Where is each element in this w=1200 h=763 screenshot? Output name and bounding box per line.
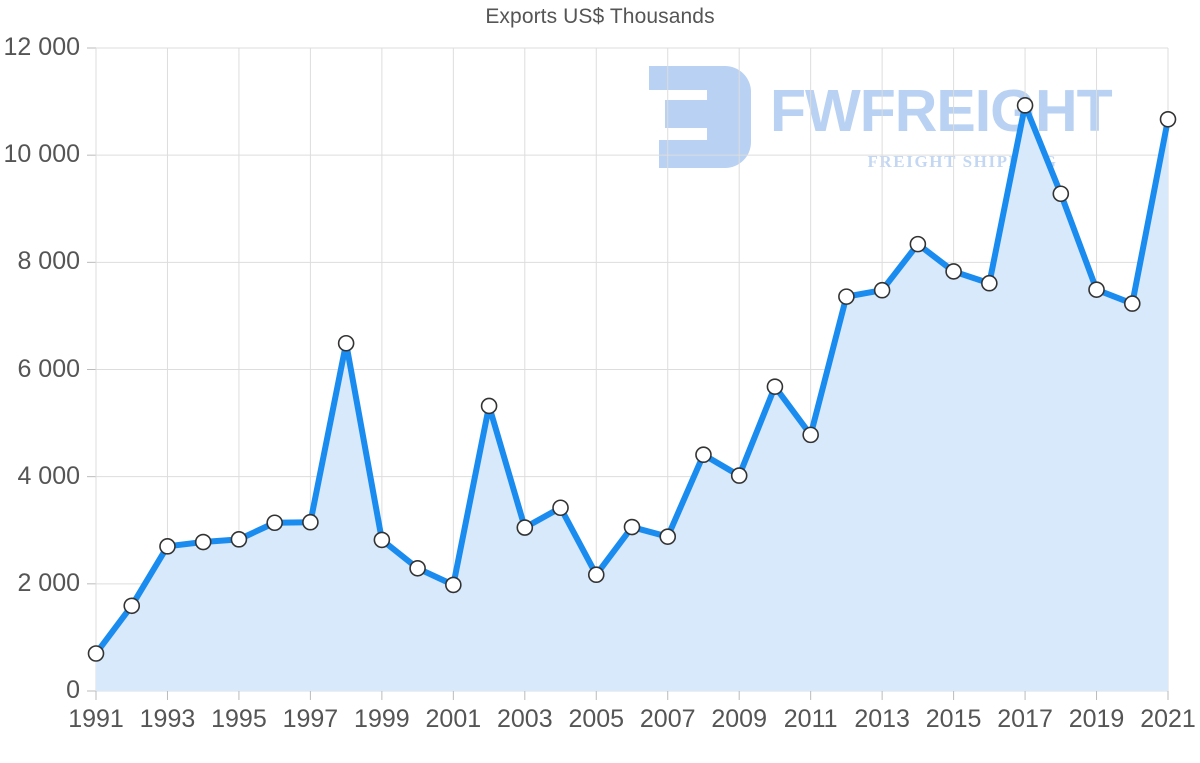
series-area-fill xyxy=(96,105,1168,691)
data-point-marker[interactable] xyxy=(516,519,534,536)
x-axis-tick-label: 2007 xyxy=(639,705,696,733)
x-axis-tick-label: 2013 xyxy=(854,705,910,733)
x-axis-tick-label: 1997 xyxy=(282,705,339,733)
x-axis-tick-label: 2017 xyxy=(997,705,1053,733)
x-axis-tick-label: 2003 xyxy=(496,705,553,733)
x-axis-tick-label: 2011 xyxy=(783,705,838,733)
data-point-marker[interactable] xyxy=(766,378,784,395)
chart-title: Exports US$ Thousands xyxy=(485,5,715,28)
x-axis-tick-label: 2005 xyxy=(568,705,625,733)
y-axis-tick-label: 6 000 xyxy=(17,354,80,383)
data-point-marker[interactable] xyxy=(623,518,641,536)
data-point-marker[interactable] xyxy=(194,533,212,551)
area-fill xyxy=(96,105,1168,691)
data-point-marker[interactable] xyxy=(1159,110,1177,128)
data-point-marker[interactable] xyxy=(337,334,355,352)
data-markers xyxy=(87,97,1177,662)
x-axis-tick-label: 2015 xyxy=(925,705,982,733)
x-axis-tick-label: 1993 xyxy=(139,705,196,733)
data-point-marker[interactable] xyxy=(695,446,712,464)
y-axis-tick-label: 12 000 xyxy=(3,33,80,61)
y-axis-tick-label: 4 000 xyxy=(17,461,80,490)
y-axis-tick-label: 0 xyxy=(66,676,80,704)
y-axis-tick-label: 8 000 xyxy=(17,247,80,276)
x-axis-tick-label: 1991 xyxy=(68,705,124,733)
x-axis-tick-label: 2001 xyxy=(425,705,482,733)
x-axis-tick-label: 2021 xyxy=(1140,705,1196,733)
data-point-marker[interactable] xyxy=(659,528,677,545)
data-point-marker[interactable] xyxy=(1016,97,1034,114)
data-point-marker[interactable] xyxy=(159,538,176,555)
y-axis-tick-label: 2 000 xyxy=(17,568,80,597)
data-point-marker[interactable] xyxy=(87,645,105,662)
data-point-marker[interactable] xyxy=(373,531,391,549)
data-point-marker[interactable] xyxy=(909,235,927,253)
data-point-marker[interactable] xyxy=(123,597,141,615)
data-point-marker[interactable] xyxy=(587,566,605,584)
data-point-marker[interactable] xyxy=(266,514,283,532)
x-axis-tick-label: 2019 xyxy=(1068,705,1125,733)
data-point-marker[interactable] xyxy=(873,281,891,299)
data-point-marker[interactable] xyxy=(945,263,962,280)
data-point-marker[interactable] xyxy=(302,513,319,531)
data-point-marker[interactable] xyxy=(552,499,569,517)
x-axis-tick-label: 1995 xyxy=(211,705,267,733)
data-point-marker[interactable] xyxy=(230,531,248,548)
data-point-marker[interactable] xyxy=(730,467,748,484)
y-axis-ticks: 0 2 000 4 000 6 000 8 000 10 000 12 000 xyxy=(0,0,80,763)
data-point-marker[interactable] xyxy=(445,576,462,594)
data-point-marker[interactable] xyxy=(480,397,498,415)
x-axis-tick-label: 1999 xyxy=(354,705,410,733)
data-point-marker[interactable] xyxy=(1052,185,1070,203)
data-point-marker[interactable] xyxy=(838,288,855,305)
x-axis-tick-label: 2009 xyxy=(711,705,767,733)
data-point-marker[interactable] xyxy=(981,274,998,292)
data-point-marker[interactable] xyxy=(1123,295,1141,312)
data-point-marker[interactable] xyxy=(1088,281,1105,298)
data-point-marker[interactable] xyxy=(409,559,426,577)
y-axis-tick-label: 10 000 xyxy=(3,140,80,169)
data-point-marker[interactable] xyxy=(802,426,819,444)
